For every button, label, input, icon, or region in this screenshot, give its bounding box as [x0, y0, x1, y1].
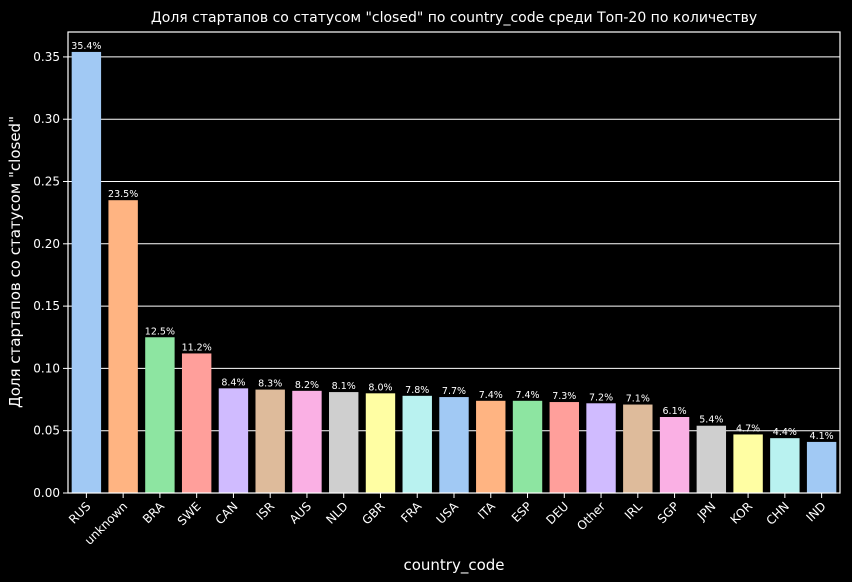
value-label: 12.5%: [145, 326, 175, 337]
bar-unknown: [108, 200, 138, 493]
bar-jpn: [696, 425, 727, 493]
value-label: 8.3%: [258, 379, 282, 390]
value-label: 7.4%: [515, 390, 539, 401]
value-label: 5.4%: [699, 415, 723, 426]
y-tick-label: 0.00: [33, 486, 60, 500]
bar-irl: [623, 404, 653, 493]
y-tick-label: 0.25: [33, 175, 60, 189]
plot-frame: [67, 31, 841, 494]
bar-chn: [770, 438, 800, 493]
bar-rus: [71, 51, 102, 494]
value-label: 7.4%: [479, 390, 503, 401]
y-tick-label: 0.05: [33, 424, 60, 438]
bar-swe: [181, 353, 212, 493]
bar-isr: [255, 389, 285, 493]
value-label: 7.2%: [589, 392, 613, 403]
bar-can: [218, 388, 249, 493]
value-label: 7.7%: [442, 386, 466, 397]
bar-ita: [476, 400, 506, 493]
value-label: 7.8%: [405, 385, 429, 396]
bar-kor: [733, 434, 763, 493]
value-label: 7.1%: [626, 394, 650, 405]
y-tick-label: 0.35: [33, 50, 60, 64]
x-axis-label: country_code: [403, 556, 504, 575]
y-tick-label: 0.20: [33, 237, 60, 251]
bar-fra: [402, 395, 432, 493]
value-label: 8.4%: [221, 377, 245, 388]
value-label: 11.2%: [182, 342, 212, 353]
bar-deu: [549, 402, 579, 493]
chart-title: Доля стартапов со статусом "closed" по c…: [151, 10, 757, 26]
value-label: 23.5%: [108, 189, 138, 200]
y-axis-ticks: 0.00 0.05 0.10 0.15 0.20 0.25 0.30 0.35: [33, 50, 68, 500]
value-label: 4.4%: [773, 427, 797, 438]
y-axis-label: Доля стартапов со статусом "closed": [6, 116, 24, 408]
value-label: 4.1%: [810, 431, 834, 442]
value-labels: 35.4% 23.5% 12.5% 11.2% 8.4% 8.3% 8.2% 8.1% 8.0%…: [71, 41, 833, 442]
value-label: 7.3%: [552, 391, 576, 402]
bar-nld: [329, 392, 359, 493]
value-label: 4.7%: [736, 423, 760, 434]
y-tick-label: 0.15: [33, 299, 60, 313]
bar-aus: [292, 390, 322, 493]
bar-gbr: [365, 393, 396, 493]
value-label: 8.1%: [332, 381, 356, 392]
bar-usa: [439, 397, 469, 493]
bars: [71, 51, 837, 494]
bar-other: [586, 403, 616, 493]
bar-sgp: [659, 416, 690, 493]
value-label: 8.2%: [295, 380, 319, 391]
bar-esp: [512, 400, 543, 493]
value-label: 8.0%: [368, 382, 392, 393]
y-tick-label: 0.10: [33, 361, 60, 375]
bar-bra: [145, 337, 175, 493]
y-tick-label: 0.30: [33, 112, 60, 126]
bar-ind: [806, 441, 837, 493]
value-label: 6.1%: [663, 406, 687, 417]
value-label: 35.4%: [71, 41, 101, 52]
